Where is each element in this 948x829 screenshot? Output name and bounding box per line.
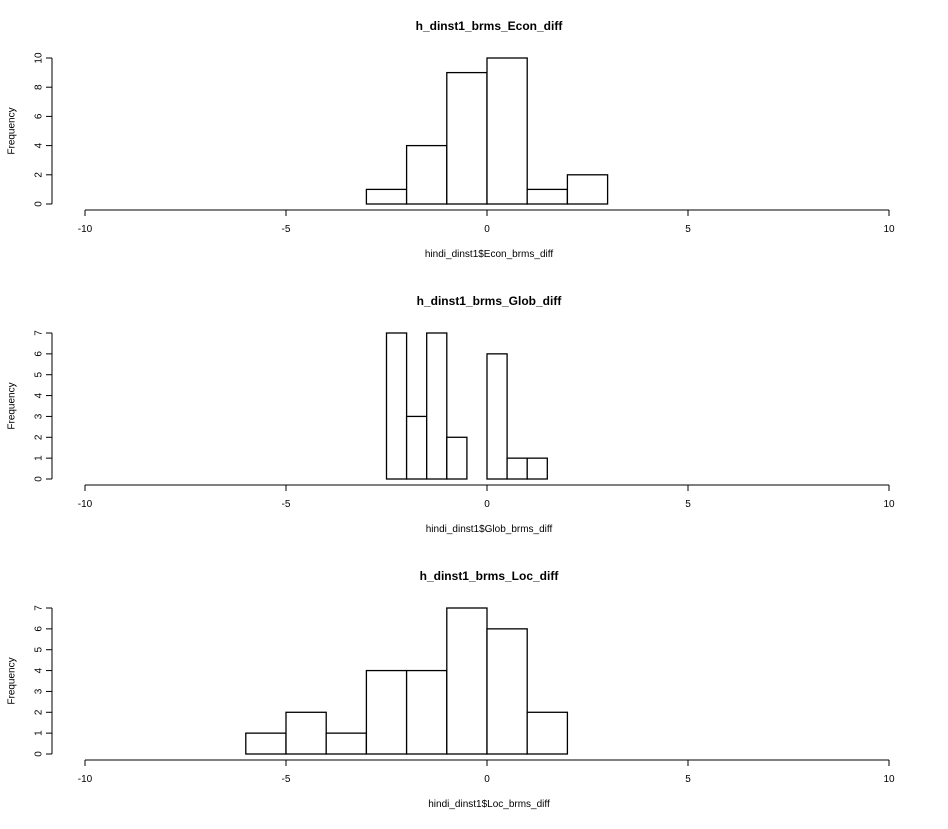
histogram-bar — [365, 188, 408, 205]
y-tick-label: 2 — [34, 172, 45, 178]
x-tick-label: 10 — [883, 774, 895, 785]
histogram-bar — [365, 669, 408, 755]
histogram-bar — [446, 436, 468, 480]
x-tick-label: -5 — [282, 774, 291, 785]
histogram-bar — [446, 71, 488, 205]
histogram-bar — [446, 607, 488, 755]
x-tick-label: 0 — [484, 499, 490, 510]
histogram-bar — [405, 669, 448, 755]
histogram-bar — [566, 174, 609, 205]
x-tick-label: 5 — [685, 499, 691, 510]
histogram-bar — [405, 144, 448, 205]
histogram-bar — [526, 457, 548, 480]
y-tick-label: 6 — [34, 626, 45, 632]
x-axis-label: hindi_dinst1$Econ_brms_diff — [425, 249, 553, 260]
y-tick-label: 4 — [34, 667, 45, 673]
y-axis-label: Frequency — [7, 107, 18, 154]
histogram-bar — [486, 628, 528, 755]
y-tick-label: 5 — [34, 646, 45, 652]
x-tick-label: 5 — [685, 774, 691, 785]
y-tick-label: 3 — [34, 413, 45, 419]
y-tick-label: 7 — [34, 330, 45, 336]
x-tick-label: -10 — [78, 499, 93, 510]
histogram-panel-3: h_dinst1_brms_Loc_diff -10 -5 0 5 10 0 1 2 3 4 5 6 7 h… — [7, 569, 895, 810]
x-tick-label: -10 — [78, 224, 93, 235]
histogram-bar — [285, 711, 327, 755]
histogram-bar — [486, 57, 528, 205]
y-tick-label: 0 — [34, 751, 45, 757]
y-axis-label: Frequency — [7, 657, 18, 704]
y-tick-label: 10 — [34, 52, 45, 64]
histogram-bar — [385, 332, 408, 480]
histogram-bar — [486, 353, 508, 480]
y-tick-label: 4 — [34, 142, 45, 148]
histogram-panel-2: h_dinst1_brms_Glob_diff -10 -5 0 5 10 0 1 2 3 4 5 6 7… — [7, 294, 895, 535]
chart-title: h_dinst1_brms_Glob_diff — [417, 294, 563, 308]
chart-title: h_dinst1_brms_Econ_diff — [416, 19, 564, 33]
y-tick-label: 2 — [34, 434, 45, 440]
x-axis-label: hindi_dinst1$Glob_brms_diff — [426, 524, 553, 535]
x-tick-label: 10 — [883, 499, 895, 510]
histogram-bar — [526, 711, 569, 755]
x-tick-label: -5 — [282, 224, 291, 235]
y-axis-label: Frequency — [7, 382, 18, 429]
histogram-bar — [426, 332, 448, 480]
x-tick-label: 5 — [685, 224, 691, 235]
histogram-bar — [245, 732, 287, 755]
y-tick-label: 6 — [34, 351, 45, 357]
x-tick-label: 0 — [484, 774, 490, 785]
y-tick-label: 5 — [34, 371, 45, 377]
y-tick-label: 1 — [34, 455, 45, 461]
y-tick-label: 0 — [34, 476, 45, 482]
histogram-bar — [526, 188, 569, 205]
histogram-bar — [325, 732, 368, 755]
y-tick-label: 8 — [34, 84, 45, 90]
histogram-panel-1: h_dinst1_brms_Econ_diff -10 -5 0 5 10 0 2 4 6 8 10 h… — [7, 19, 895, 260]
x-tick-label: -10 — [78, 774, 93, 785]
y-tick-label: 6 — [34, 113, 45, 119]
histogram-bar — [506, 457, 528, 480]
x-axis-label: hindi_dinst1$Loc_brms_diff — [428, 799, 550, 810]
x-tick-label: -5 — [282, 499, 291, 510]
y-tick-label: 7 — [34, 605, 45, 611]
x-tick-label: 10 — [883, 224, 895, 235]
y-tick-label: 2 — [34, 709, 45, 715]
y-tick-label: 4 — [34, 392, 45, 398]
y-tick-label: 1 — [34, 730, 45, 736]
y-tick-label: 3 — [34, 688, 45, 694]
x-tick-label: 0 — [484, 224, 490, 235]
chart-title: h_dinst1_brms_Loc_diff — [420, 569, 560, 583]
histogram-bar — [405, 415, 428, 480]
y-tick-label: 0 — [34, 201, 45, 207]
